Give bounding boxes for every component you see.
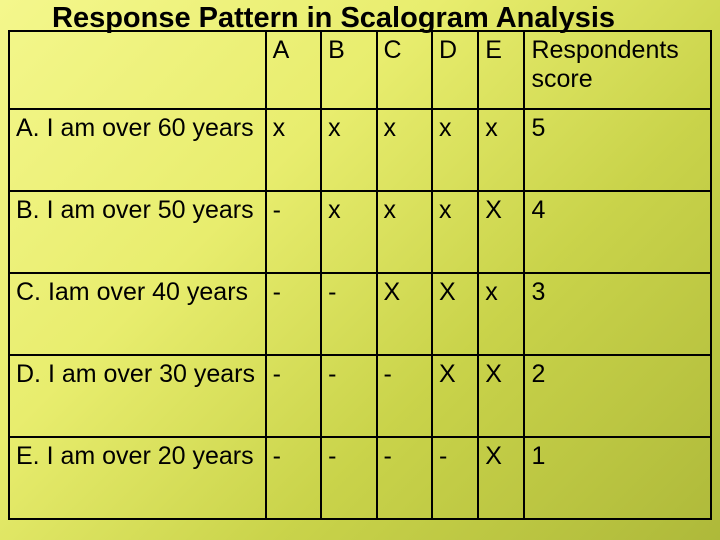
cell: X — [432, 355, 478, 437]
cell: x — [377, 109, 432, 191]
row-label: E. I am over 20 years — [9, 437, 266, 519]
cell: x — [377, 191, 432, 273]
cell: - — [377, 355, 432, 437]
cell-score: 1 — [524, 437, 711, 519]
cell: X — [478, 437, 524, 519]
col-header-d: D — [432, 31, 478, 109]
cell: x — [478, 273, 524, 355]
cell: - — [377, 437, 432, 519]
cell: X — [478, 355, 524, 437]
table-row: E. I am over 20 years - - - - X 1 — [9, 437, 711, 519]
cell: X — [478, 191, 524, 273]
col-header-e: E — [478, 31, 524, 109]
cell: X — [432, 273, 478, 355]
col-header-c: C — [377, 31, 432, 109]
cell: x — [478, 109, 524, 191]
cell: x — [321, 191, 376, 273]
cell: - — [321, 355, 376, 437]
col-header-score: Respondents score — [524, 31, 711, 109]
row-label: A. I am over 60 years — [9, 109, 266, 191]
cell: - — [321, 273, 376, 355]
cell: x — [432, 191, 478, 273]
row-label: C. Iam over 40 years — [9, 273, 266, 355]
table-header-row: A B C D E Respondents score — [9, 31, 711, 109]
scalogram-table: A B C D E Respondents score A. I am over… — [8, 30, 712, 520]
cell: x — [321, 109, 376, 191]
cell: - — [266, 273, 321, 355]
table-row: B. I am over 50 years - x x x X 4 — [9, 191, 711, 273]
cell-score: 3 — [524, 273, 711, 355]
cell: - — [432, 437, 478, 519]
cell: x — [266, 109, 321, 191]
col-header-b: B — [321, 31, 376, 109]
cell: - — [266, 355, 321, 437]
cell: - — [266, 191, 321, 273]
row-label: D. I am over 30 years — [9, 355, 266, 437]
col-header-blank — [9, 31, 266, 109]
row-label: B. I am over 50 years — [9, 191, 266, 273]
col-header-a: A — [266, 31, 321, 109]
cell-score: 4 — [524, 191, 711, 273]
table-row: A. I am over 60 years x x x x x 5 — [9, 109, 711, 191]
table-row: D. I am over 30 years - - - X X 2 — [9, 355, 711, 437]
cell: - — [321, 437, 376, 519]
cell: x — [432, 109, 478, 191]
cell-score: 5 — [524, 109, 711, 191]
cell-score: 2 — [524, 355, 711, 437]
cell: X — [377, 273, 432, 355]
cell: - — [266, 437, 321, 519]
table-row: C. Iam over 40 years - - X X x 3 — [9, 273, 711, 355]
